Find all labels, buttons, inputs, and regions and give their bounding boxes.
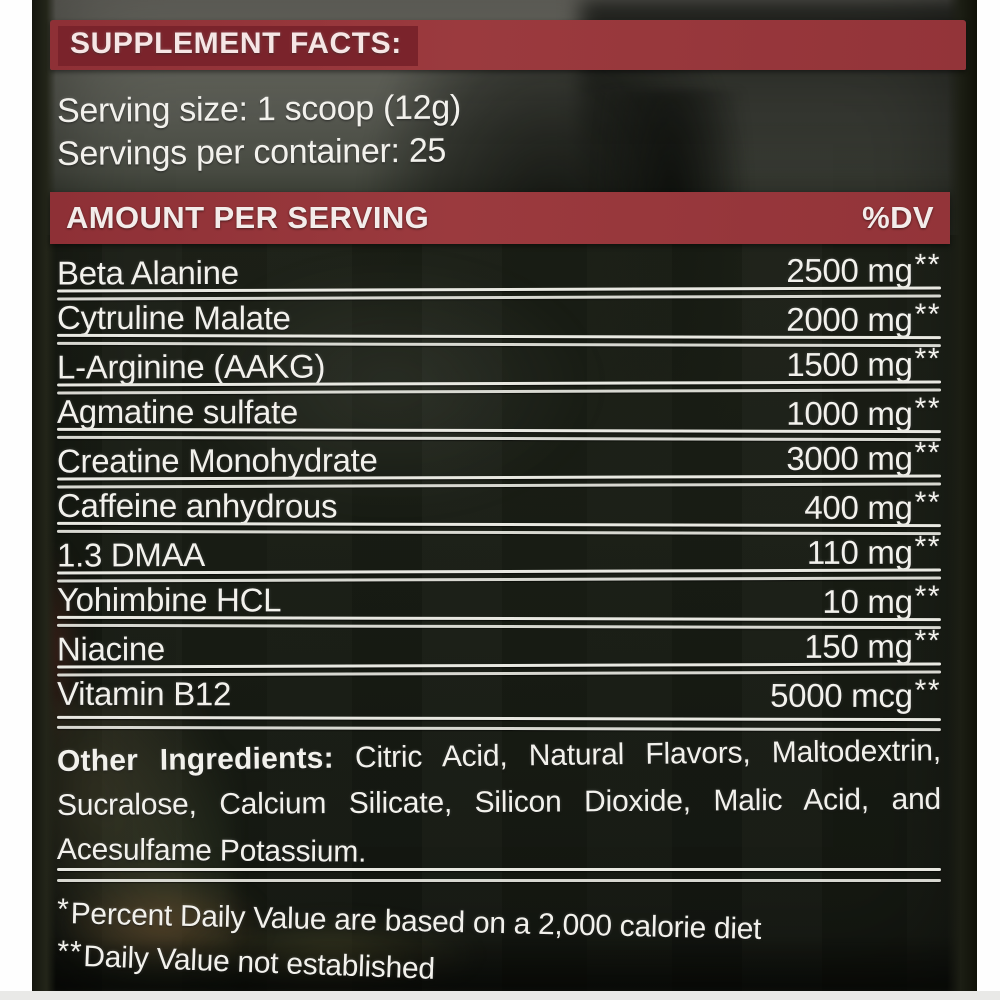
other-ingredients-line: Other Ingredients: Citric Acid, Natural … (57, 729, 941, 784)
ingredient-name: Niacine (56, 630, 166, 668)
ingredient-name: Creatine Monohydrate (56, 441, 378, 480)
footnote-mark: ** (56, 935, 84, 969)
dv-asterisks: ** (914, 624, 942, 658)
supplement-facts-title: SUPPLEMENT FACTS: (70, 27, 402, 60)
other-ingredients-line: Sucralose, Calcium Silicate, Silicon Dio… (56, 782, 942, 822)
other-ingredients-section: Other Ingredients: Citric Acid, Natural … (56, 734, 942, 872)
amount-per-serving-banner: AMOUNT PER SERVING %DV (50, 192, 950, 244)
dv-asterisks: ** (914, 530, 942, 564)
table-row: Yohimbine HCL 10 mg** (56, 580, 942, 630)
dv-asterisks: ** (914, 392, 942, 426)
table-row: Cytruline Malate 2000 mg** (56, 298, 942, 348)
section-separator (57, 868, 941, 882)
ingredient-name: 1.3 DMAA (56, 536, 206, 574)
ingredient-name: Caffeine anhydrous (56, 486, 338, 525)
table-row: 1.3 DMAA 110 mg** (56, 530, 942, 583)
footnote-text: Percent Daily Value are based on a 2,000… (70, 897, 762, 946)
ingredient-amount: 2000 mg** (786, 298, 942, 339)
ingredient-amount: 5000 mcg** (770, 674, 942, 715)
row-separator-line (57, 662, 942, 669)
ingredient-amount: 1000 mg** (786, 392, 942, 433)
row-separator-line (56, 716, 941, 722)
footnote-mark: * (56, 893, 71, 927)
ingredient-name: Yohimbine HCL (56, 580, 282, 619)
other-ingredients-text: Citric Acid, Natural Flavors, Maltodextr… (333, 734, 942, 775)
table-row: Caffeine anhydrous 400 mg** (56, 486, 942, 536)
other-ingredients-label: Other Ingredients: (56, 741, 334, 778)
supplement-facts-banner: SUPPLEMENT FACTS: (50, 20, 966, 70)
photo-margin-right (977, 0, 1000, 1000)
dv-asterisks: ** (914, 486, 942, 520)
dv-header-label: %DV (862, 200, 934, 235)
label-edge-left (32, 0, 56, 991)
ingredient-amount: 110 mg** (806, 530, 942, 571)
photo-margin-bottom (0, 991, 1000, 1000)
table-row: Niacine 150 mg** (56, 624, 942, 677)
dv-asterisks: ** (914, 248, 942, 282)
serving-info: Serving size: 1 scoop (12g) Servings per… (56, 88, 757, 176)
ingredient-table: Beta Alanine 2500 mg** Cytruline Malate … (56, 248, 942, 732)
dv-asterisks: ** (914, 298, 942, 332)
table-row: Beta Alanine 2500 mg** (56, 248, 942, 301)
table-row: Creatine Monohydrate 3000 mg** (56, 436, 942, 489)
label-edge-right (947, 0, 977, 991)
dv-asterisks: ** (914, 342, 942, 376)
amount-header-label: AMOUNT PER SERVING (66, 200, 430, 235)
table-row: Agmatine sulfate 1000 mg** (56, 392, 942, 442)
ingredient-amount: 150 mg** (804, 624, 942, 665)
ingredient-name: Agmatine sulfate (56, 392, 299, 431)
footnotes: *Percent Daily Value are based on a 2,00… (56, 893, 917, 986)
ingredient-amount: 400 mg** (804, 486, 942, 527)
ingredient-amount: 10 mg** (822, 580, 942, 621)
ingredient-name: Cytruline Malate (56, 298, 291, 337)
table-row: Vitamin B12 5000 mcg** (56, 674, 942, 732)
row-separator-line (56, 616, 941, 622)
supplement-facts-title-box: SUPPLEMENT FACTS: (58, 26, 418, 66)
ingredient-amount: 1500 mg** (786, 342, 942, 383)
ingredient-name: L-Arginine (AAKG) (56, 347, 326, 386)
dv-asterisks: ** (914, 436, 942, 470)
separator-line (57, 868, 941, 871)
separator-line (57, 879, 941, 882)
serving-size-text: Serving size: 1 scoop (12g) (56, 88, 462, 130)
photo-margin-left (0, 0, 32, 1000)
ingredient-amount: 2500 mg** (786, 248, 942, 289)
dv-asterisks: ** (914, 580, 942, 614)
ingredient-name: Vitamin B12 (56, 674, 232, 713)
ingredient-name: Beta Alanine (56, 253, 239, 292)
dv-asterisks: ** (914, 674, 942, 708)
table-row: L-Arginine (AAKG) 1500 mg** (56, 342, 942, 395)
servings-per-container-text: Servings per container: 25 (56, 131, 447, 173)
ingredient-amount: 3000 mg** (786, 436, 942, 477)
